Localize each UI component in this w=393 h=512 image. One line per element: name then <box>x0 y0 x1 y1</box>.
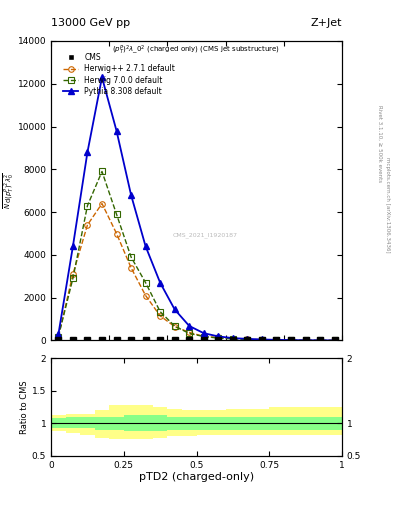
Pythia 8.308 default <box>289 337 294 343</box>
Herwig 7.0.0 default <box>173 323 177 329</box>
Herwig++ 2.7.1 default <box>332 337 337 344</box>
Pythia 8.308 default <box>216 333 221 339</box>
Text: Rivet 3.1.10, ≥ 500k events: Rivet 3.1.10, ≥ 500k events <box>377 105 382 182</box>
Herwig++ 2.7.1 default <box>231 335 235 342</box>
Herwig 7.0.0 default <box>289 337 294 343</box>
Y-axis label: Ratio to CMS: Ratio to CMS <box>20 380 29 434</box>
Line: Pythia 8.308 default: Pythia 8.308 default <box>55 74 338 344</box>
Text: 13000 GeV pp: 13000 GeV pp <box>51 18 130 28</box>
Pythia 8.308 default <box>85 149 90 155</box>
Pythia 8.308 default <box>231 335 235 341</box>
CMS <box>260 337 264 344</box>
Text: Z+Jet: Z+Jet <box>310 18 342 28</box>
Herwig 7.0.0 default <box>260 337 264 343</box>
Herwig 7.0.0 default <box>202 333 206 339</box>
CMS <box>114 337 119 344</box>
Pythia 8.308 default <box>100 74 105 80</box>
CMS <box>71 337 75 344</box>
CMS <box>143 337 148 344</box>
Pythia 8.308 default <box>173 306 177 312</box>
Herwig++ 2.7.1 default <box>318 337 323 344</box>
Herwig++ 2.7.1 default <box>85 222 90 228</box>
Text: mcplots.cern.ch [arXiv:1306.3436]: mcplots.cern.ch [arXiv:1306.3436] <box>385 157 389 252</box>
Herwig 7.0.0 default <box>143 280 148 286</box>
Pythia 8.308 default <box>274 337 279 343</box>
CMS <box>173 337 177 344</box>
CMS <box>129 337 134 344</box>
Herwig 7.0.0 default <box>187 330 192 336</box>
Y-axis label: $\frac{1}{N}\frac{\mathrm{d}N}{\mathrm{d}(p_T^P)^2\lambda_0^2}$: $\frac{1}{N}\frac{\mathrm{d}N}{\mathrm{d… <box>0 172 16 209</box>
Herwig++ 2.7.1 default <box>173 324 177 330</box>
Herwig 7.0.0 default <box>231 336 235 342</box>
CMS <box>100 337 105 344</box>
Line: CMS: CMS <box>55 338 338 343</box>
Herwig 7.0.0 default <box>56 333 61 339</box>
CMS <box>231 337 235 344</box>
Herwig 7.0.0 default <box>114 211 119 217</box>
Herwig++ 2.7.1 default <box>245 336 250 343</box>
Herwig++ 2.7.1 default <box>158 313 163 319</box>
Pythia 8.308 default <box>114 127 119 134</box>
Herwig 7.0.0 default <box>71 275 75 282</box>
CMS <box>274 337 279 344</box>
Herwig++ 2.7.1 default <box>56 333 61 339</box>
Pythia 8.308 default <box>129 192 134 198</box>
Pythia 8.308 default <box>318 337 323 344</box>
CMS <box>289 337 294 344</box>
Herwig++ 2.7.1 default <box>202 333 206 339</box>
CMS <box>158 337 163 344</box>
CMS <box>56 337 61 344</box>
CMS <box>202 337 206 344</box>
CMS <box>332 337 337 344</box>
X-axis label: pTD2 (charged-only): pTD2 (charged-only) <box>139 472 254 482</box>
Herwig 7.0.0 default <box>245 336 250 343</box>
Pythia 8.308 default <box>143 243 148 249</box>
Pythia 8.308 default <box>71 243 75 249</box>
Pythia 8.308 default <box>245 336 250 342</box>
Legend: CMS, Herwig++ 2.7.1 default, Herwig 7.0.0 default, Pythia 8.308 default: CMS, Herwig++ 2.7.1 default, Herwig 7.0.… <box>61 51 178 98</box>
CMS <box>187 337 192 344</box>
Herwig++ 2.7.1 default <box>100 201 105 207</box>
Herwig 7.0.0 default <box>274 337 279 343</box>
Herwig 7.0.0 default <box>129 254 134 260</box>
Line: Herwig++ 2.7.1 default: Herwig++ 2.7.1 default <box>55 201 338 343</box>
Herwig 7.0.0 default <box>332 337 337 344</box>
Herwig++ 2.7.1 default <box>187 329 192 335</box>
CMS <box>318 337 323 344</box>
Herwig++ 2.7.1 default <box>260 336 264 343</box>
Pythia 8.308 default <box>260 336 264 343</box>
Herwig++ 2.7.1 default <box>114 230 119 237</box>
Herwig 7.0.0 default <box>100 168 105 175</box>
Herwig++ 2.7.1 default <box>71 271 75 277</box>
Herwig++ 2.7.1 default <box>274 337 279 343</box>
CMS <box>303 337 308 344</box>
Herwig++ 2.7.1 default <box>143 292 148 298</box>
Herwig 7.0.0 default <box>318 337 323 344</box>
Pythia 8.308 default <box>187 323 192 329</box>
Pythia 8.308 default <box>332 337 337 344</box>
Pythia 8.308 default <box>56 331 61 337</box>
Pythia 8.308 default <box>202 330 206 336</box>
Line: Herwig 7.0.0 default: Herwig 7.0.0 default <box>55 168 338 343</box>
Herwig++ 2.7.1 default <box>129 265 134 271</box>
Herwig 7.0.0 default <box>158 309 163 315</box>
Herwig 7.0.0 default <box>303 337 308 344</box>
Herwig++ 2.7.1 default <box>303 337 308 343</box>
CMS <box>85 337 90 344</box>
CMS <box>216 337 221 344</box>
Pythia 8.308 default <box>158 280 163 286</box>
Text: $(p_T^P)^2\lambda\_0^2$ (charged only) (CMS jet substructure): $(p_T^P)^2\lambda\_0^2$ (charged only) (… <box>112 44 281 57</box>
CMS <box>245 337 250 344</box>
Herwig 7.0.0 default <box>85 203 90 209</box>
Pythia 8.308 default <box>303 337 308 344</box>
Herwig++ 2.7.1 default <box>289 337 294 343</box>
Herwig 7.0.0 default <box>216 335 221 341</box>
Text: CMS_2021_I1920187: CMS_2021_I1920187 <box>173 233 238 239</box>
Herwig++ 2.7.1 default <box>216 334 221 340</box>
